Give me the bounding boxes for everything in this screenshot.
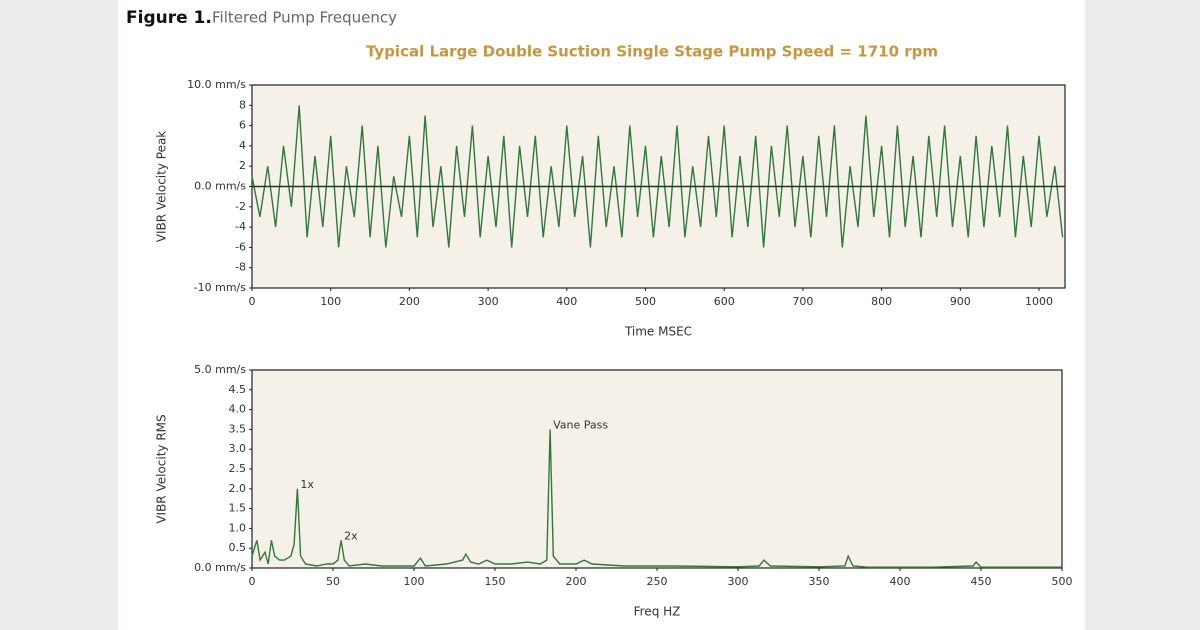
x-tick-label: 500 xyxy=(1052,575,1073,588)
y-tick-label: -10 mm/s xyxy=(194,281,247,294)
chart-title: Typical Large Double Suction Single Stag… xyxy=(366,43,938,61)
y-tick-label: 0.5 xyxy=(229,541,247,554)
y-tick-label: -6 xyxy=(235,240,246,253)
y-tick-label: 4 xyxy=(239,139,246,152)
y-tick-label: 6 xyxy=(239,119,246,132)
y-axis-title: VIBR Velocity Peak xyxy=(155,131,169,243)
y-tick-label: 2.5 xyxy=(229,462,247,475)
x-tick-label: 250 xyxy=(647,575,668,588)
x-tick-label: 800 xyxy=(871,295,892,308)
x-tick-label: 100 xyxy=(404,575,425,588)
y-tick-label: 1.5 xyxy=(229,502,247,515)
x-tick-label: 50 xyxy=(326,575,340,588)
x-axis-title: Freq HZ xyxy=(634,605,681,619)
x-tick-label: 700 xyxy=(792,295,813,308)
data-line xyxy=(251,105,1064,248)
y-tick-label: 4.0 xyxy=(229,403,247,416)
x-tick-label: 450 xyxy=(971,575,992,588)
x-tick-label: 500 xyxy=(635,295,656,308)
y-tick-label: 3.0 xyxy=(229,442,247,455)
x-tick-label: 400 xyxy=(556,295,577,308)
figure-caption: Filtered Pump Frequency xyxy=(212,9,397,27)
x-tick-label: 600 xyxy=(714,295,735,308)
y-tick-label: -2 xyxy=(235,200,246,213)
x-tick-label: 1000 xyxy=(1025,295,1053,308)
x-axis-title: Time MSEC xyxy=(624,325,692,339)
annotation: Vane Pass xyxy=(553,418,608,431)
x-tick-label: 350 xyxy=(809,575,830,588)
data-line xyxy=(251,429,1062,568)
y-tick-label: 2.0 xyxy=(229,482,247,495)
x-tick-label: 200 xyxy=(399,295,420,308)
x-tick-label: 900 xyxy=(950,295,971,308)
x-tick-label: 0 xyxy=(249,575,256,588)
x-tick-label: 300 xyxy=(728,575,749,588)
y-tick-label: 0.0 mm/s xyxy=(194,180,246,193)
y-tick-label: 0.0 mm/s xyxy=(194,561,246,574)
x-tick-label: 200 xyxy=(566,575,587,588)
y-tick-label: 5.0 mm/s xyxy=(194,363,246,376)
y-tick-label: 8 xyxy=(239,98,246,111)
y-axis-title: VIBR Velocity RMS xyxy=(155,414,169,523)
figure-label: Figure 1. xyxy=(126,8,212,28)
y-tick-label: 10.0 mm/s xyxy=(187,78,246,91)
y-tick-label: 1.0 xyxy=(229,521,247,534)
x-tick-label: 100 xyxy=(320,295,341,308)
x-tick-label: 0 xyxy=(249,295,256,308)
y-tick-label: 2 xyxy=(239,159,246,172)
plot-area xyxy=(251,369,1063,569)
x-tick-label: 300 xyxy=(478,295,499,308)
y-tick-label: -8 xyxy=(235,261,246,274)
y-tick-label: 3.5 xyxy=(229,422,247,435)
y-tick-label: 4.5 xyxy=(229,383,247,396)
annotation: 1x xyxy=(300,478,314,491)
annotation: 2x xyxy=(344,529,358,542)
x-tick-label: 400 xyxy=(890,575,911,588)
y-tick-label: -4 xyxy=(235,220,246,233)
x-tick-label: 150 xyxy=(485,575,506,588)
